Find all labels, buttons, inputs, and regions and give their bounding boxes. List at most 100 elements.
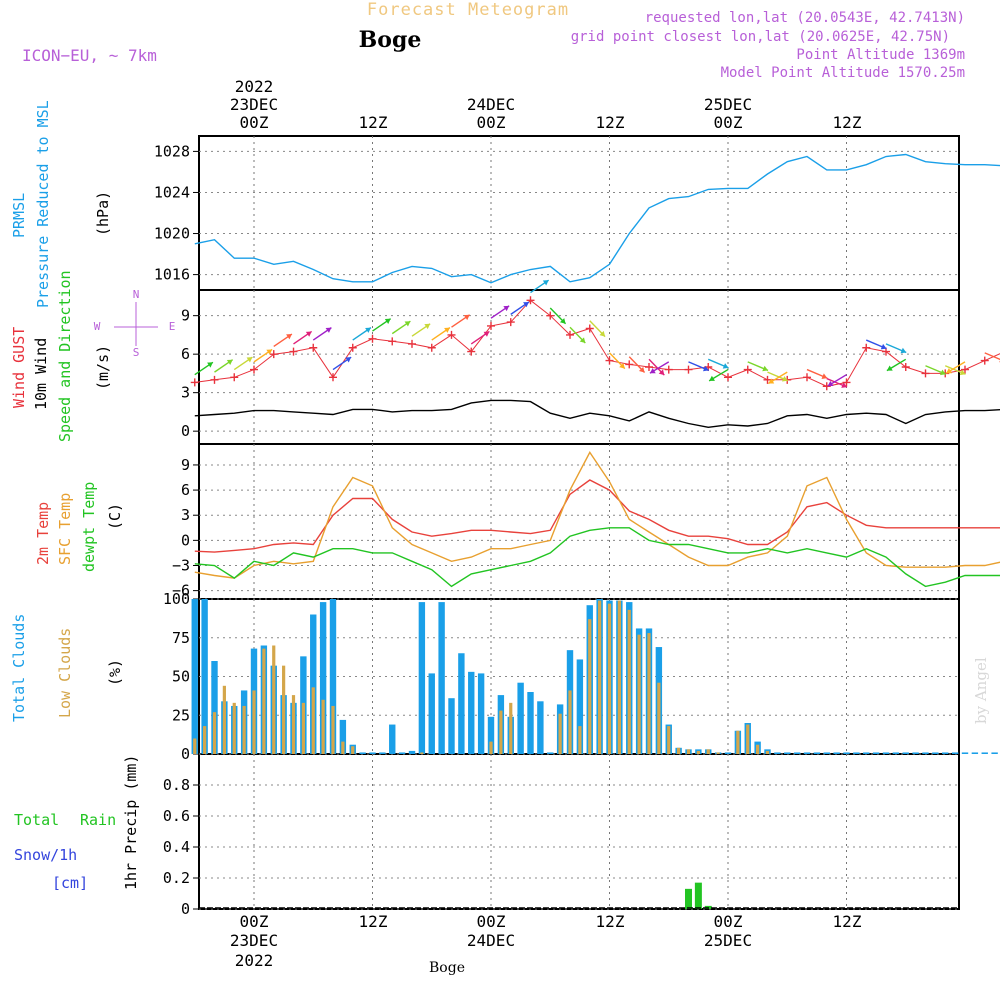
- total-cloud-bar: [319, 602, 327, 754]
- temp-2m-line: [194, 479, 1000, 553]
- rain-bar: [685, 888, 692, 909]
- total-cloud-bar: [191, 599, 198, 754]
- gust-marker: [822, 382, 831, 391]
- pressure-ytick-label: 1024: [154, 183, 190, 201]
- low-cloud-bar: [756, 744, 760, 754]
- total-cloud-bar: [784, 752, 791, 754]
- wind-arrow-head: [959, 369, 966, 376]
- low-cloud-bar: [262, 648, 266, 754]
- wind-ytick-label: 0: [181, 422, 190, 440]
- total-cloud-bar: [576, 659, 584, 754]
- gust-marker: [901, 363, 910, 371]
- low-cloud-bar: [647, 633, 651, 754]
- top-tick-3: 00Z: [477, 113, 506, 132]
- grid-lines: [193, 136, 959, 910]
- total-cloud-bar: [932, 752, 939, 754]
- clouds-units: (%): [106, 659, 124, 686]
- low-cloud-bar: [607, 603, 612, 754]
- wind-arrow-head: [781, 375, 788, 382]
- gust-marker: [664, 365, 673, 374]
- dewpt-line: [194, 527, 1000, 588]
- top-day-2: 24DEC: [467, 95, 515, 114]
- top-day-1: 23DEC: [230, 95, 278, 114]
- wind-arrow-head: [946, 368, 952, 374]
- top-tick-6: 12Z: [833, 113, 862, 132]
- wind-arrow-head: [345, 357, 352, 363]
- wind-gust-label: Wind GUST: [10, 327, 28, 408]
- compass-indicator: N S W E: [94, 288, 176, 359]
- top-tick-2: 12Z: [359, 113, 388, 132]
- gust-marker: [980, 356, 989, 365]
- total-cloud-bar: [438, 602, 445, 754]
- total-cloud-bar: [398, 752, 406, 754]
- temp-ytick-label: 9: [181, 456, 190, 474]
- wind-arrow-head: [579, 337, 586, 343]
- low-cloud-bar: [677, 747, 681, 754]
- total-cloud-bar: [408, 750, 416, 754]
- wind-arrow-head: [559, 318, 566, 324]
- gust-marker: [210, 375, 219, 384]
- total-cloud-bar: [991, 752, 998, 754]
- total-cloud-bar: [843, 752, 850, 754]
- gust-marker: [269, 350, 278, 359]
- temp-ytick-label: 0: [181, 531, 190, 549]
- clouds-ytick-label: 75: [172, 629, 190, 647]
- low-cloud-bar: [637, 634, 641, 754]
- wind-arrow-head: [365, 327, 371, 333]
- wind-arrow-head: [503, 305, 510, 312]
- snow-label: Snow/1h: [14, 846, 77, 864]
- low-cloud-bar: [193, 738, 197, 754]
- bottom-tick-2: 12Z: [359, 912, 388, 931]
- gust-marker: [763, 375, 772, 384]
- bottom-tick-1: 00Z: [240, 912, 269, 931]
- wind-arrow-head: [827, 380, 834, 387]
- temp-sfc-label: SFC Temp: [56, 493, 74, 565]
- gust-marker: [329, 373, 337, 382]
- wind-ytick-label: 9: [181, 307, 190, 325]
- wind-arrow-head: [483, 331, 490, 337]
- gust-marker: [289, 347, 298, 356]
- low-cloud-bar: [499, 710, 503, 754]
- wind-arrow-head: [880, 343, 887, 350]
- low-cloud-bar: [331, 705, 335, 754]
- low-cloud-bar: [598, 600, 602, 754]
- y-tick-labels: 1016 1020 1024 1028 0 3 6 9 −6 −3 0 3 6 9 0 25 50 75 100 0 0…: [154, 142, 190, 918]
- gust-marker: [724, 373, 732, 382]
- top-day-3: 25DEC: [704, 95, 752, 114]
- temp-ytick-label: 3: [181, 506, 190, 524]
- top-tick-1: 00Z: [240, 113, 269, 132]
- top-tick-5: 00Z: [714, 113, 743, 132]
- total-cloud-bar: [951, 752, 959, 754]
- total-cloud-bar: [487, 716, 495, 754]
- bottom-day-1: 23DEC: [230, 931, 278, 950]
- gust-marker: [803, 373, 811, 382]
- low-cloud-bar: [686, 749, 691, 754]
- wind-arrow-head: [900, 347, 907, 354]
- temp-2m-label: 2m Temp: [34, 502, 52, 565]
- total-cloud-bar: [428, 673, 435, 754]
- wind-arrow-head: [702, 365, 709, 372]
- gust-marker: [467, 347, 476, 356]
- low-cloud-bar: [588, 619, 592, 754]
- low-cloud-bar: [657, 682, 661, 754]
- wind-arrow-head: [305, 331, 312, 337]
- wind-arrow-head: [599, 330, 606, 337]
- low-cloud-bar: [321, 699, 325, 754]
- wind-arrow-head: [246, 357, 253, 363]
- wind-ytick-label: 6: [181, 345, 190, 363]
- total-cloud-bar: [458, 653, 465, 754]
- footer-location: Boge: [429, 960, 465, 976]
- gust-marker: [447, 330, 456, 339]
- data-series: [190, 153, 1000, 909]
- bottom-tick-5: 00Z: [714, 912, 743, 931]
- low-cloud-bar: [696, 750, 700, 754]
- low-cloud-bar: [716, 752, 720, 754]
- gust-marker: [605, 356, 614, 365]
- wind-arrow-head: [384, 318, 391, 324]
- low-cloud-bar: [242, 705, 246, 754]
- temp-ytick-label: 6: [181, 481, 190, 499]
- location-title: Boge: [359, 27, 422, 53]
- wind-panel-frame: [198, 289, 960, 445]
- bottom-tick-6: 12Z: [833, 912, 862, 931]
